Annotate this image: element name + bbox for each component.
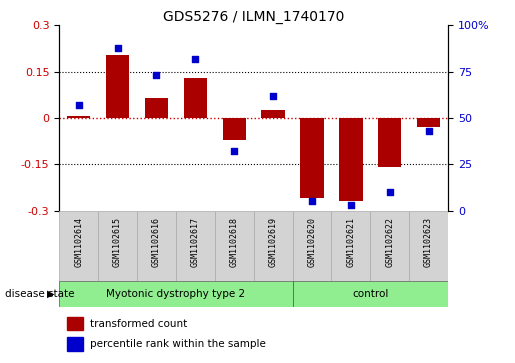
Bar	[332, 211, 370, 281]
Bar	[409, 211, 448, 281]
Text: GSM1102622: GSM1102622	[385, 217, 394, 268]
Text: GSM1102620: GSM1102620	[307, 217, 316, 268]
Text: GSM1102621: GSM1102621	[347, 217, 355, 268]
Bar	[262, 110, 285, 118]
Text: control: control	[352, 289, 388, 299]
Text: GSM1102619: GSM1102619	[269, 217, 278, 268]
Point	[386, 189, 394, 195]
Bar	[137, 211, 176, 281]
Text: disease state: disease state	[5, 289, 75, 299]
Bar	[370, 211, 409, 281]
Point	[424, 128, 433, 134]
Bar	[59, 281, 293, 307]
Bar	[253, 211, 293, 281]
Text: GSM1102618: GSM1102618	[230, 217, 238, 268]
Bar	[339, 118, 363, 201]
Bar	[293, 281, 448, 307]
Point	[152, 73, 161, 78]
Bar	[67, 317, 82, 330]
Text: transformed count: transformed count	[90, 319, 187, 329]
Bar	[378, 118, 401, 167]
Bar	[215, 211, 253, 281]
Point	[191, 56, 199, 62]
Bar	[293, 211, 332, 281]
Point	[269, 93, 277, 99]
Text: GSM1102616: GSM1102616	[152, 217, 161, 268]
Point	[308, 198, 316, 204]
Text: GSM1102617: GSM1102617	[191, 217, 200, 268]
Bar	[176, 211, 215, 281]
Point	[347, 202, 355, 208]
Bar	[67, 338, 82, 351]
Text: percentile rank within the sample: percentile rank within the sample	[90, 339, 266, 349]
Point	[75, 102, 83, 108]
Bar	[145, 98, 168, 118]
Text: GSM1102615: GSM1102615	[113, 217, 122, 268]
Text: GSM1102614: GSM1102614	[74, 217, 83, 268]
Title: GDS5276 / ILMN_1740170: GDS5276 / ILMN_1740170	[163, 11, 345, 24]
Point	[113, 45, 122, 50]
Point	[230, 148, 238, 154]
Bar	[300, 118, 323, 198]
Bar	[184, 78, 207, 118]
Bar	[106, 55, 129, 118]
Bar	[222, 118, 246, 140]
Text: Myotonic dystrophy type 2: Myotonic dystrophy type 2	[106, 289, 246, 299]
Text: GSM1102623: GSM1102623	[424, 217, 433, 268]
Bar	[59, 211, 98, 281]
Bar	[417, 118, 440, 127]
Text: ▶: ▶	[47, 289, 55, 299]
Bar	[98, 211, 137, 281]
Bar	[67, 117, 90, 118]
